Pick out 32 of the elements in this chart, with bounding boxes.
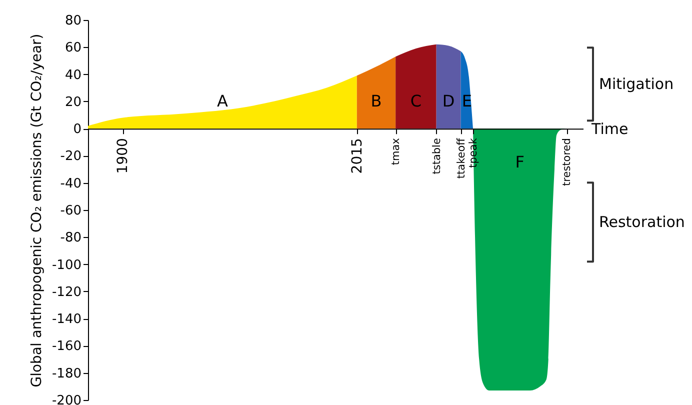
annotation: C — [410, 92, 422, 111]
x-tick-label: tstable — [430, 138, 443, 174]
x-tick-label: 2015 — [349, 138, 366, 174]
annotation: B — [370, 92, 382, 111]
y-tick-label: -40 — [60, 176, 82, 192]
y-tick-label: -200 — [52, 394, 82, 405]
y-axis-title: Global anthropogenic CO₂ emissions (Gt CO₂/year) — [28, 34, 45, 388]
annotation: F — [515, 152, 524, 172]
y-tick-label: -120 — [52, 284, 82, 300]
y-tick-label: -180 — [52, 366, 82, 382]
x-tick-label: ttakeoff — [455, 137, 468, 179]
x-tick-label: tpeak — [468, 137, 480, 168]
y-tick-label: 0 — [73, 122, 82, 138]
annotation: A — [216, 92, 228, 111]
y-tick-label: -140 — [52, 312, 82, 328]
text: Mitigation — [599, 75, 674, 94]
text: Restoration — [599, 213, 685, 232]
y-tick-label: -20 — [60, 149, 82, 164]
y-tick-label: -160 — [52, 339, 82, 354]
y-tick-label: -100 — [52, 258, 82, 273]
y-tick-label: 80 — [64, 14, 82, 28]
x-tick-label: trestored — [561, 138, 574, 186]
y-tick-label: 40 — [64, 68, 82, 83]
y-tick-label: -60 — [60, 204, 82, 218]
y-tick-label: -80 — [60, 230, 82, 246]
y-tick-label: 60 — [64, 40, 82, 56]
x-tick-label: 1900 — [115, 138, 132, 174]
x-tick-label: tmax — [390, 138, 402, 166]
annotation: E — [462, 92, 472, 111]
y-tick-label: 20 — [64, 94, 82, 110]
x-axis-title: Time — [590, 120, 628, 138]
annotation: D — [442, 92, 455, 111]
